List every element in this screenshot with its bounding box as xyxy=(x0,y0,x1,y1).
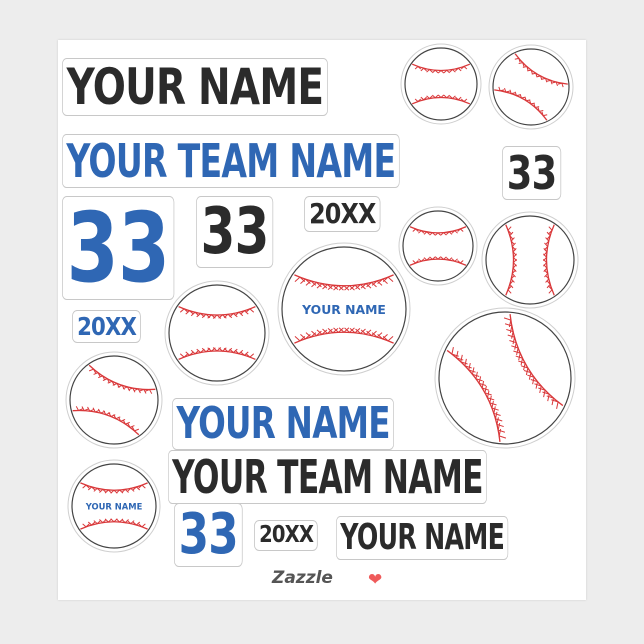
brand-logo: Zazzle xyxy=(272,568,333,588)
baseball-sticker xyxy=(434,307,576,449)
sticker-number-blue-bottom: 33 xyxy=(174,503,243,567)
sticker-text: YOUR NAME xyxy=(340,517,505,558)
sticker-year-black-bottom: 20XX xyxy=(254,520,319,551)
sticker-team-name-blue: YOUR TEAM NAME xyxy=(62,134,400,188)
heart-icon[interactable]: ❤ xyxy=(368,570,383,589)
baseball-sticker xyxy=(398,206,478,286)
sticker-number-blue-big: 33 xyxy=(62,192,175,304)
ball-label: YOUR NAME xyxy=(85,501,143,511)
ball-label: YOUR NAME xyxy=(301,302,386,317)
baseball-sticker xyxy=(488,44,574,130)
baseball-sticker: YOUR NAME xyxy=(67,459,161,553)
baseball-sticker: YOUR NAME xyxy=(277,242,411,376)
sticker-team-name-black: YOUR TEAM NAME xyxy=(168,450,487,504)
sticker-text: YOUR NAME xyxy=(66,58,324,116)
baseball-sticker xyxy=(65,351,163,449)
sticker-year-black: 20XX xyxy=(304,196,381,232)
sticker-text: YOUR NAME xyxy=(176,398,390,449)
sticker-number-black-small: 33 xyxy=(502,146,562,200)
sticker-text: 20XX xyxy=(259,522,314,548)
sticker-number-black-mid: 33 xyxy=(196,195,274,269)
baseball-sticker xyxy=(481,211,579,309)
sticker-text: 33 xyxy=(200,195,270,269)
sticker-year-blue: 20XX xyxy=(72,310,142,343)
sticker-your-name-blue: YOUR NAME xyxy=(172,398,395,450)
sticker-text: 33 xyxy=(506,146,557,200)
baseball-sticker xyxy=(400,43,482,125)
baseball-sticker xyxy=(164,280,270,386)
sticker-text: 20XX xyxy=(77,312,137,341)
sticker-text: YOUR TEAM NAME xyxy=(66,134,396,188)
sticker-text: 20XX xyxy=(309,197,376,230)
sticker-text: YOUR TEAM NAME xyxy=(172,450,483,504)
sticker-text: 33 xyxy=(66,192,170,304)
sticker-your-name-black-bottom: YOUR NAME xyxy=(336,516,509,560)
sticker-text: 33 xyxy=(178,502,239,567)
sticker-your-name-black: YOUR NAME xyxy=(62,58,328,116)
